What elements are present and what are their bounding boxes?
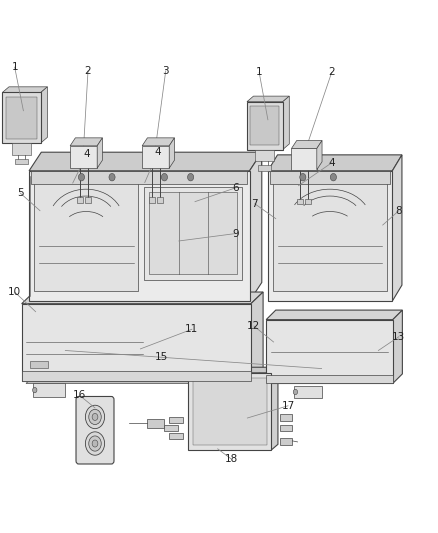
Text: 6: 6 (232, 183, 239, 193)
Bar (280, 425, 292, 431)
Bar (21, 371, 251, 381)
Bar (12, 143, 31, 155)
Text: 2: 2 (85, 66, 92, 76)
Polygon shape (251, 292, 263, 381)
Bar (247, 102, 283, 150)
Polygon shape (142, 138, 174, 146)
Text: 1: 1 (256, 68, 262, 77)
Text: 11: 11 (185, 324, 198, 334)
Bar (34, 177, 138, 292)
Bar (268, 171, 392, 301)
Polygon shape (283, 96, 289, 150)
Circle shape (109, 173, 115, 181)
Bar (266, 320, 393, 383)
Text: 4: 4 (84, 149, 91, 159)
Bar (147, 418, 164, 428)
Circle shape (85, 405, 105, 429)
Bar (169, 433, 183, 439)
Text: 18: 18 (225, 454, 238, 464)
Text: 15: 15 (155, 352, 168, 362)
Polygon shape (268, 155, 402, 171)
Bar (77, 197, 83, 203)
Bar (193, 378, 267, 445)
Bar (145, 187, 242, 280)
Polygon shape (169, 138, 174, 168)
Bar (3, 92, 41, 143)
Bar (70, 146, 97, 168)
Polygon shape (3, 87, 47, 92)
Bar (291, 149, 317, 169)
Bar (169, 417, 183, 423)
Circle shape (78, 173, 85, 181)
Text: 4: 4 (155, 147, 161, 157)
Bar (258, 165, 272, 171)
Text: 8: 8 (396, 206, 402, 216)
Bar (297, 199, 304, 204)
Polygon shape (29, 152, 262, 171)
Polygon shape (26, 372, 259, 383)
Bar (251, 106, 279, 146)
Circle shape (330, 173, 336, 181)
Bar (33, 383, 65, 397)
Text: 13: 13 (392, 332, 406, 342)
Circle shape (161, 173, 167, 181)
Circle shape (92, 414, 98, 421)
Polygon shape (247, 96, 289, 102)
FancyBboxPatch shape (76, 397, 114, 464)
Polygon shape (41, 87, 47, 143)
Bar (6, 96, 37, 139)
Text: 12: 12 (247, 321, 261, 331)
Text: 7: 7 (251, 199, 258, 209)
Bar (305, 199, 311, 204)
Polygon shape (21, 292, 263, 304)
Bar (280, 438, 292, 445)
Bar (270, 171, 390, 184)
Bar (85, 197, 91, 203)
Polygon shape (291, 141, 322, 149)
Circle shape (300, 173, 306, 181)
Bar (149, 192, 237, 274)
Circle shape (187, 173, 194, 181)
Text: 17: 17 (281, 401, 295, 411)
Bar (273, 177, 387, 292)
Polygon shape (392, 155, 402, 301)
Bar (15, 159, 28, 164)
Circle shape (32, 387, 37, 393)
Circle shape (293, 389, 297, 394)
Circle shape (89, 436, 101, 451)
Bar (157, 197, 163, 203)
Polygon shape (250, 152, 262, 301)
Bar (255, 150, 275, 161)
Bar (21, 304, 251, 381)
Text: 16: 16 (73, 390, 86, 400)
Bar (294, 385, 322, 398)
Bar (148, 197, 155, 203)
Circle shape (89, 409, 101, 425)
Bar (30, 361, 48, 368)
Polygon shape (393, 310, 403, 383)
Polygon shape (97, 138, 102, 168)
Polygon shape (188, 367, 278, 373)
Text: 9: 9 (232, 229, 239, 239)
Polygon shape (70, 138, 102, 146)
Polygon shape (266, 310, 403, 320)
Bar (188, 373, 272, 450)
Text: 1: 1 (11, 62, 18, 72)
Circle shape (85, 432, 105, 455)
Bar (266, 375, 393, 383)
Bar (280, 414, 292, 421)
Circle shape (92, 440, 98, 447)
Bar (142, 146, 169, 168)
Bar (31, 171, 247, 184)
Polygon shape (317, 141, 322, 169)
Bar (164, 425, 178, 431)
Text: 4: 4 (328, 158, 335, 168)
Text: 10: 10 (8, 287, 21, 297)
Text: 5: 5 (17, 188, 24, 198)
Text: 3: 3 (162, 66, 169, 76)
Bar (29, 171, 250, 301)
Text: 2: 2 (328, 68, 335, 77)
Polygon shape (272, 367, 278, 450)
